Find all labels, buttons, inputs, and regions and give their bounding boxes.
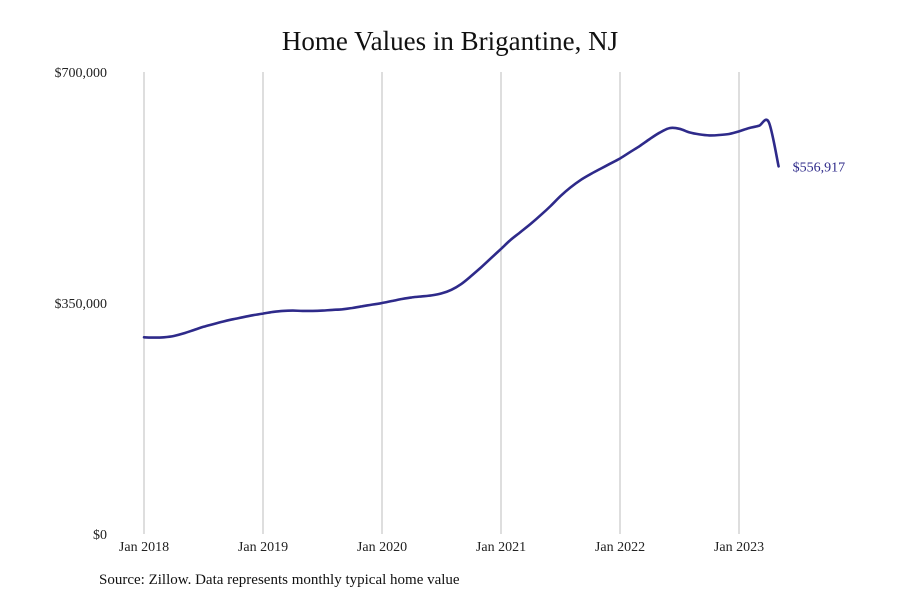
source-note: Source: Zillow. Data represents monthly … xyxy=(99,572,460,588)
x-tick-label: Jan 2020 xyxy=(357,540,407,555)
x-axis-ticks: Jan 2018 Jan 2019 Jan 2020 Jan 2021 Jan 2022… xyxy=(119,540,764,555)
x-tick-label: Jan 2019 xyxy=(238,540,288,555)
end-value-label: $556,917 xyxy=(793,160,846,175)
x-tick-label: Jan 2021 xyxy=(476,540,526,555)
x-tick-label: Jan 2022 xyxy=(595,540,645,555)
x-tick-label: Jan 2018 xyxy=(119,540,169,555)
series-layer: $556,917 xyxy=(142,118,846,339)
y-axis-ticks: $0 $350,000 $700,000 xyxy=(55,66,108,543)
series-line xyxy=(142,118,780,339)
y-tick-label: $350,000 xyxy=(55,297,108,312)
y-tick-label: $700,000 xyxy=(55,66,108,81)
x-tick-label: Jan 2023 xyxy=(714,540,764,555)
y-tick-label: $0 xyxy=(93,528,107,543)
grid-lines xyxy=(143,72,740,534)
chart-title: Home Values in Brigantine, NJ xyxy=(281,26,619,56)
